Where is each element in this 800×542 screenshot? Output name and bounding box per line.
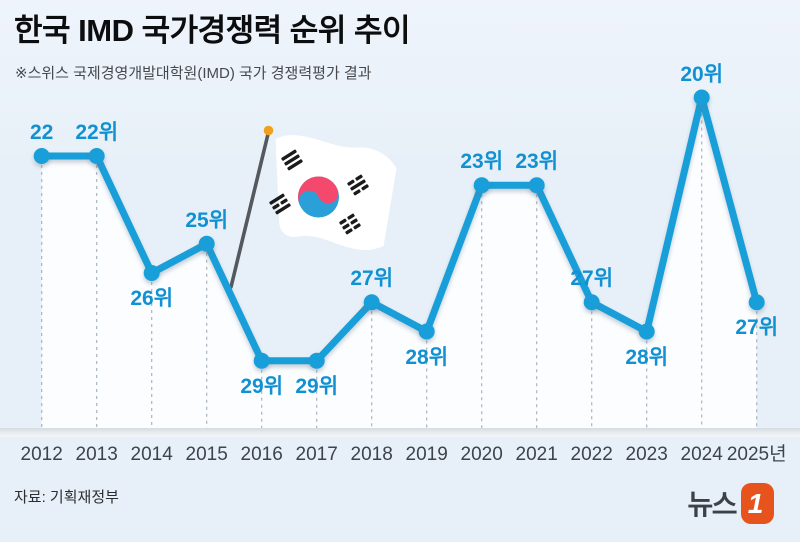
logo-numeral: 1 [747, 487, 764, 519]
flagpole-shaft [229, 130, 271, 289]
trend-line [38, 94, 761, 365]
data-point [473, 177, 490, 194]
data-point [308, 352, 325, 369]
taegeuk-red-half [298, 176, 339, 205]
data-point [143, 265, 160, 281]
taegeuk-symbol [298, 176, 339, 218]
flagpole-finial [263, 125, 274, 136]
data-point [88, 148, 105, 164]
flagpole [229, 125, 274, 289]
area-fill [41, 97, 757, 428]
trigram-geon-icon [281, 149, 303, 171]
source-label: 자료: 기획재정부 [14, 489, 119, 506]
data-point [693, 89, 710, 106]
taegeukgi-flag [269, 135, 397, 251]
page-subtitle: ※스위스 국제경영개발대학원(IMD) 국가 경쟁력평가 결과 [15, 65, 372, 82]
news1-logo: 뉴스 1 [687, 483, 774, 524]
x-axis-band [0, 428, 800, 437]
trigram-gon-icon [339, 213, 361, 235]
data-point [748, 294, 765, 311]
data-point [638, 323, 655, 340]
logo-one-box: 1 [741, 483, 774, 524]
logo-text: 뉴스 [687, 489, 737, 520]
trigram-ri-icon [269, 193, 291, 215]
data-point [33, 148, 50, 164]
data-point [528, 177, 545, 194]
data-point [253, 352, 270, 369]
page-title: 한국 IMD 국가경쟁력 순위 추이 [14, 13, 411, 48]
data-point [583, 294, 600, 311]
trigram-gam-icon [347, 174, 369, 196]
data-point [418, 323, 435, 340]
data-point [363, 294, 380, 311]
data-point [198, 235, 215, 252]
